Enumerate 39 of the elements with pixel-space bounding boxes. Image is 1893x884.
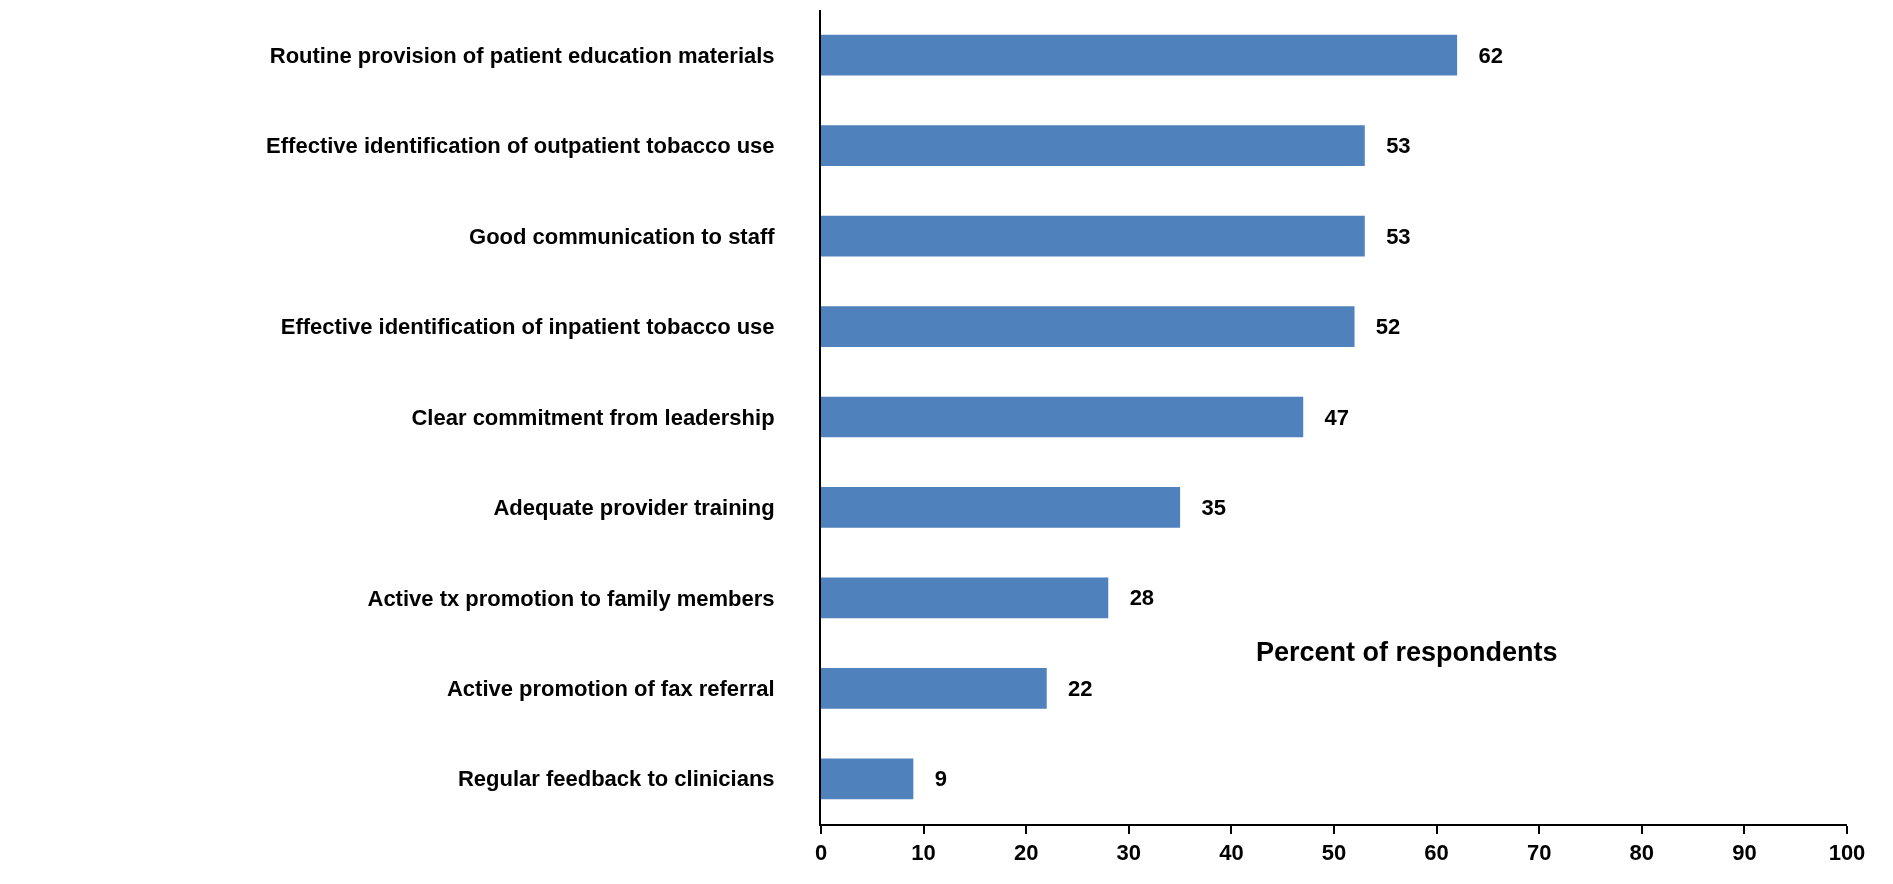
x-tick-label: 30 — [1116, 840, 1142, 866]
bar — [821, 487, 1181, 528]
x-tick-label: 70 — [1526, 840, 1552, 866]
data-label: 53 — [1386, 223, 1411, 249]
data-label: 28 — [1129, 585, 1155, 611]
bar — [821, 306, 1355, 347]
data-label: 47 — [1324, 404, 1350, 430]
y-tick-label: Adequate provider training — [493, 495, 775, 521]
data-label: 62 — [1478, 42, 1503, 68]
x-tick-label: 40 — [1219, 840, 1244, 866]
x-tick-label: 80 — [1629, 840, 1655, 866]
y-tick-label: Regular feedback to clinicians — [457, 766, 775, 792]
y-tick-label: Effective identification of outpatient tobacco use — [266, 133, 775, 159]
data-label: 35 — [1201, 494, 1226, 520]
bar — [821, 396, 1304, 438]
data-label: 53 — [1386, 133, 1411, 159]
x-tick-label: 60 — [1424, 840, 1449, 866]
y-tick-label: Active promotion of fax referral — [446, 676, 775, 702]
x-tick-label: 90 — [1732, 840, 1757, 866]
x-tick-label: 10 — [911, 840, 936, 866]
y-tick-label: Routine provision of patient education materials — [269, 42, 775, 68]
y-tick-label: Good communication to staff — [469, 223, 776, 249]
bar — [821, 34, 1458, 76]
x-tick-label: 20 — [1013, 840, 1039, 866]
bar — [821, 667, 1047, 709]
y-tick-label: Effective identification of inpatient tobacco use — [280, 314, 775, 340]
y-tick-label: Clear commitment from leadership — [411, 404, 775, 430]
y-tick-label: Active tx promotion to family members — [367, 585, 775, 611]
x-axis-title: Percent of respondents — [1256, 637, 1558, 667]
data-label: 9 — [934, 766, 947, 792]
x-tick-label: 50 — [1321, 840, 1347, 866]
bar — [821, 577, 1109, 619]
data-label: 52 — [1375, 314, 1401, 340]
x-tick-label: 100 — [1828, 840, 1866, 866]
data-label: 22 — [1068, 675, 1093, 701]
bar — [821, 215, 1365, 257]
x-tick-label: 0 — [814, 840, 828, 866]
bar — [821, 125, 1365, 167]
bar — [821, 758, 914, 800]
